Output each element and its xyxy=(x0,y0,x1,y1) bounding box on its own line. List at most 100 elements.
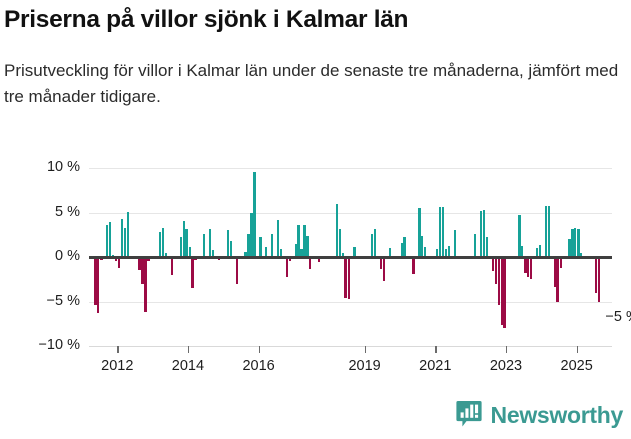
chart-bar[interactable] xyxy=(403,237,406,257)
chart-bar[interactable] xyxy=(553,257,556,288)
chart-bar[interactable] xyxy=(164,252,168,257)
chart-bar[interactable] xyxy=(105,224,109,257)
chart-bar[interactable] xyxy=(453,230,456,257)
chart-bar[interactable] xyxy=(338,228,342,257)
chart-bar[interactable] xyxy=(276,219,280,257)
chart-bar[interactable] xyxy=(580,253,583,257)
chart-bar[interactable] xyxy=(209,228,212,257)
chart-bar[interactable] xyxy=(120,218,123,257)
chart-bar[interactable] xyxy=(226,230,230,257)
chart-bar[interactable] xyxy=(438,207,442,257)
chart-bar[interactable] xyxy=(300,248,303,257)
chart-bar[interactable] xyxy=(491,257,495,272)
chart-bar[interactable] xyxy=(482,209,486,257)
chart-bar[interactable] xyxy=(344,257,347,298)
chart-bar[interactable] xyxy=(370,233,374,257)
chart-bar[interactable] xyxy=(285,257,289,277)
chart-bar[interactable] xyxy=(497,257,501,306)
chart-bar[interactable] xyxy=(126,211,130,257)
chart-bar[interactable] xyxy=(270,233,274,257)
chart-bar[interactable] xyxy=(524,257,527,274)
zero-baseline xyxy=(89,256,612,259)
chart-bar[interactable] xyxy=(114,257,117,261)
chart-bar[interactable] xyxy=(235,257,238,284)
newsworthy-logo[interactable]: Newsworthy xyxy=(455,400,623,430)
chart-bar[interactable] xyxy=(264,247,268,257)
chart-bar[interactable] xyxy=(170,257,174,275)
chart-bar[interactable] xyxy=(247,233,250,257)
chart-bar[interactable] xyxy=(94,257,97,306)
chart-bar[interactable] xyxy=(191,257,194,289)
chart-bar[interactable] xyxy=(444,248,448,257)
chart-bar[interactable] xyxy=(297,224,300,257)
chart-bar[interactable] xyxy=(556,257,559,303)
chart-bar[interactable] xyxy=(182,221,185,257)
chart-bar[interactable] xyxy=(447,246,450,257)
chart-bar[interactable] xyxy=(288,257,291,261)
chart-bar[interactable] xyxy=(494,257,497,284)
chart-bar[interactable] xyxy=(535,248,539,257)
chart-bar[interactable] xyxy=(574,227,577,257)
chart-bar[interactable] xyxy=(229,240,232,257)
chart-bar[interactable] xyxy=(527,257,530,277)
chart-bar[interactable] xyxy=(547,206,550,257)
chart-bar[interactable] xyxy=(306,235,309,257)
chart-bar[interactable] xyxy=(412,257,415,274)
chart-bar[interactable] xyxy=(309,257,312,270)
chart-bar[interactable] xyxy=(418,208,421,257)
chart-bar[interactable] xyxy=(382,257,386,282)
chart-bar[interactable] xyxy=(141,257,144,284)
chart-bar[interactable] xyxy=(485,237,489,257)
chart-bar[interactable] xyxy=(480,210,483,257)
chart-bar[interactable] xyxy=(544,206,548,257)
chart-bar[interactable] xyxy=(244,251,247,257)
chart-bar[interactable] xyxy=(441,207,444,257)
chart-bar[interactable] xyxy=(571,228,574,257)
gridline xyxy=(89,301,612,303)
chart-bar[interactable] xyxy=(400,242,403,257)
chart-bar[interactable] xyxy=(503,257,506,329)
chart-bar[interactable] xyxy=(294,243,297,257)
chart-bar[interactable] xyxy=(162,227,165,257)
chart-bar[interactable] xyxy=(538,244,542,257)
chart-bar[interactable] xyxy=(259,237,262,257)
chart-bar[interactable] xyxy=(500,257,503,325)
chart-bar[interactable] xyxy=(179,237,183,257)
chart-bar[interactable] xyxy=(147,257,150,261)
chart-bar[interactable] xyxy=(521,246,524,257)
chart-bar[interactable] xyxy=(144,257,147,313)
chart-bar[interactable] xyxy=(188,247,191,257)
chart-bar[interactable] xyxy=(303,224,306,257)
chart-bar[interactable] xyxy=(341,253,344,257)
chart-bar[interactable] xyxy=(435,248,439,257)
chart-bar[interactable] xyxy=(109,222,112,257)
chart-bar[interactable] xyxy=(158,232,162,257)
chart-bar[interactable] xyxy=(138,257,141,271)
chart-bar[interactable] xyxy=(347,257,350,299)
chart-bar[interactable] xyxy=(568,239,571,257)
chart-bar[interactable] xyxy=(335,203,338,257)
chart-bar[interactable] xyxy=(474,233,477,257)
chart-bar[interactable] xyxy=(374,229,377,257)
chart-bar[interactable] xyxy=(388,248,391,257)
chart-bar[interactable] xyxy=(250,212,253,257)
chart-bar[interactable] xyxy=(123,227,126,257)
chart-bar[interactable] xyxy=(203,233,206,257)
chart-bar[interactable] xyxy=(211,249,215,257)
chart-bar[interactable] xyxy=(594,257,598,293)
chart-bar[interactable] xyxy=(423,247,427,257)
chart-bar[interactable] xyxy=(117,257,121,268)
chart-bar[interactable] xyxy=(529,257,533,280)
chart-bar[interactable] xyxy=(518,215,521,257)
chart-bar[interactable] xyxy=(279,248,283,257)
chart-bar[interactable] xyxy=(253,171,256,257)
chart-bar[interactable] xyxy=(379,257,383,269)
chart-bar[interactable] xyxy=(353,247,356,257)
chart-bar[interactable] xyxy=(97,257,100,314)
chart-bar[interactable] xyxy=(559,257,562,268)
chart-bar[interactable] xyxy=(597,257,601,302)
chart-bar[interactable] xyxy=(577,228,580,257)
chart-bar[interactable] xyxy=(185,229,188,257)
chart-bar[interactable] xyxy=(317,257,321,263)
chart-bar[interactable] xyxy=(421,235,424,257)
